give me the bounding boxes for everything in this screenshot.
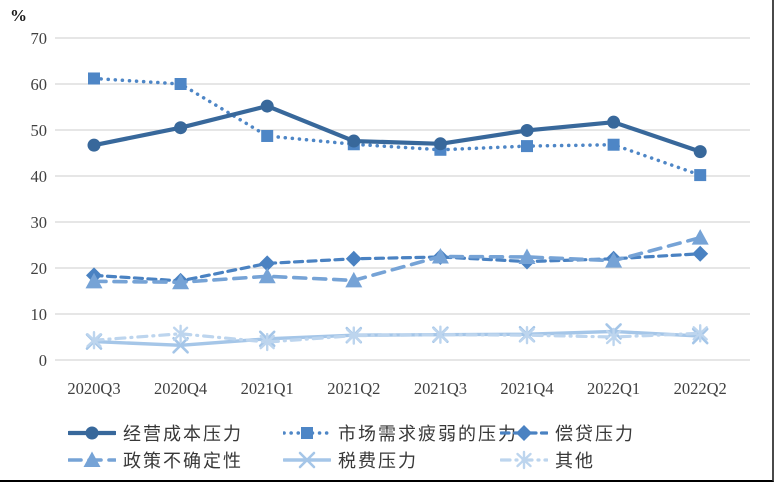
asterisk-marker-icon [172,324,189,343]
circle-marker-icon [85,426,99,440]
triangle-marker-icon [518,248,536,264]
legend-diamond-sample-icon [500,425,548,441]
y-tick-label: 50 [31,121,48,140]
x-marker-icon [172,336,189,354]
diamond-marker-icon [259,255,276,272]
x-tick-label: 2021Q4 [500,379,553,398]
triangle-marker-icon [345,271,363,288]
series-5 [86,324,708,352]
x-marker-icon [298,451,316,469]
legend-label: 市场需求疲弱的压力 [338,424,518,444]
asterisk-marker-icon [432,325,449,344]
asterisk-marker-icon [516,450,532,470]
legend-label: 经营成本压力 [123,424,243,444]
square-marker-icon [607,138,620,151]
asterisk-marker-icon [519,325,535,345]
x-tick-label: 2022Q2 [674,379,727,398]
diamond-marker-icon [516,425,532,441]
triangle-marker-icon [605,252,623,268]
diamond-marker-icon [345,250,362,267]
circle-marker-icon [607,115,621,129]
y-tick-label: 10 [31,305,48,324]
triangle-marker-icon [431,248,449,264]
legend-x-sample-icon [283,451,331,469]
series-line [91,103,703,154]
legend-label: 其他 [555,451,595,471]
legend-item-5: 其他 [500,447,595,473]
y-tick-label: 0 [39,351,47,370]
asterisk-marker-icon [605,327,622,347]
circle-marker-icon [520,123,534,137]
y-tick-label: 30 [31,213,48,232]
x-tick-label: 2020Q3 [67,379,120,398]
circle-marker-icon [260,99,274,113]
legend-label: 偿贷压力 [555,424,635,444]
triangle-marker-icon [172,273,190,290]
asterisk-marker-icon [692,324,708,343]
legend-label: 税费压力 [338,451,418,471]
circle-marker-icon [693,145,707,159]
series-3 [85,229,709,290]
legend-asterisk-sample-icon [500,450,548,470]
triangle-marker-icon [83,451,101,467]
series-line [92,331,702,344]
triangle-marker-icon [258,267,276,284]
circle-marker-icon [174,121,188,135]
circle-marker-icon [433,137,447,151]
x-tick-label: 2021Q3 [414,379,467,398]
triangle-marker-icon [691,229,709,245]
y-tick-label: 60 [31,75,48,94]
x-tick-label: 2021Q2 [327,379,380,398]
square-marker-icon [521,140,533,153]
series-line [92,235,703,285]
series-0 [87,99,707,159]
diamond-marker-icon [692,245,709,262]
x-tick-label: 2021Q1 [241,379,294,398]
x-tick-label: 2020Q4 [154,379,207,398]
legend-label: 政策不确定性 [123,451,243,471]
square-marker-icon [694,169,707,182]
legend-triangle-sample-icon [68,451,116,467]
legend-item-0: 经营成本压力 [68,420,243,446]
y-tick-label: 20 [31,259,48,278]
square-marker-icon [301,427,313,439]
x-tick-label: 2022Q1 [587,379,640,398]
series-line [92,76,702,177]
square-marker-icon [88,72,100,85]
asterisk-marker-icon [346,326,362,345]
square-marker-icon [174,78,187,90]
circle-marker-icon [347,134,361,148]
y-tick-label: 70 [31,29,48,48]
y-axis-unit-label: % [10,6,27,25]
legend-item-2: 偿贷压力 [500,420,635,446]
legend-circle-sample-icon [68,426,116,440]
asterisk-marker-icon [259,332,275,352]
y-tick-label: 40 [31,167,48,186]
circle-marker-icon [87,138,101,152]
line-chart-plot-area: 0 10 20 30 40 50 60 70 2020Q3 2020Q4 2021Q1 2021Q2 2… [31,29,750,398]
legend-square-sample-icon [283,427,331,439]
series-line [92,329,702,347]
legend-item-1: 市场需求疲弱的压力 [283,420,518,446]
legend-item-4: 税费压力 [283,447,418,473]
square-marker-icon [261,129,274,142]
asterisk-marker-icon [86,331,102,350]
triangle-marker-icon [85,272,103,289]
legend-item-3: 政策不确定性 [68,447,243,473]
